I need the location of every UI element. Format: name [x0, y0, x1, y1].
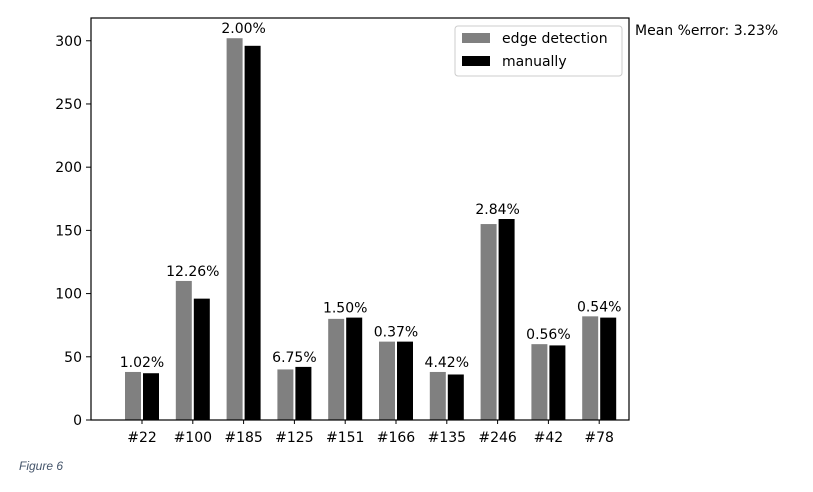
bar-edge-detection-7 [480, 224, 497, 420]
bar-manually-7 [498, 219, 515, 420]
bar-manually-9 [600, 317, 617, 420]
bar-edge-detection-8 [531, 344, 548, 420]
x-tick-label-1: #100 [174, 430, 212, 446]
y-tick-label-3: 150 [55, 223, 82, 239]
legend-swatch-manually [462, 56, 490, 66]
bar-edge-detection-4 [328, 318, 345, 420]
bar-label-8: 0.56% [526, 327, 570, 343]
y-tick-label-2: 100 [55, 287, 82, 303]
bar-label-6: 4.42% [425, 355, 469, 371]
y-tick-label-4: 200 [55, 160, 82, 176]
bar-edge-detection-3 [277, 369, 294, 420]
x-tick-label-3: #125 [275, 430, 313, 446]
x-tick-label-0: #22 [127, 430, 157, 446]
x-tick-label-6: #135 [428, 430, 466, 446]
legend-label-manually: manually [502, 54, 567, 70]
bar-label-3: 6.75% [272, 350, 316, 366]
bar-manually-4 [346, 317, 363, 420]
bar-label-7: 2.84% [475, 202, 519, 218]
bar-edge-detection-0 [125, 371, 141, 420]
bar-label-9: 0.54% [577, 299, 621, 315]
x-tick-label-7: #246 [478, 430, 517, 446]
bar-label-1: 12.26% [166, 264, 219, 280]
legend-box [454, 25, 623, 77]
bar-manually-5 [397, 341, 413, 420]
bar-manually-6 [447, 374, 464, 420]
bar-edge-detection-9 [582, 316, 599, 420]
bar-manually-3 [295, 366, 312, 420]
bar-label-2: 2.00% [221, 21, 265, 37]
bar-edge-detection-5 [379, 341, 395, 420]
x-tick-label-8: #42 [534, 430, 564, 446]
bar-label-0: 1.02% [120, 355, 164, 371]
y-tick-label-6: 300 [55, 34, 82, 50]
x-tick-label-2: #185 [224, 430, 262, 446]
bar-edge-detection-1 [175, 280, 192, 420]
figure-caption: Figure 6 [19, 459, 64, 473]
bar-label-5: 0.37% [374, 325, 418, 341]
y-tick-label-1: 50 [64, 350, 82, 366]
x-tick-label-5: #166 [377, 430, 416, 446]
legend-label-edge-detection: edge detection [502, 31, 608, 47]
bar-manually-2 [244, 45, 261, 421]
legend-swatch-edge-detection [462, 33, 490, 43]
mean-error-note: Mean %error: 3.23% [635, 23, 779, 39]
plot-frame [90, 17, 630, 421]
bar-manually-0 [143, 373, 159, 420]
bar-manually-1 [193, 298, 210, 420]
bar-edge-detection-2 [226, 38, 243, 421]
x-tick-label-9: #78 [584, 430, 614, 446]
bar-edge-detection-6 [429, 371, 446, 420]
y-tick-label-0: 0 [73, 413, 82, 429]
y-tick-label-5: 250 [55, 97, 82, 113]
bar-label-4: 1.50% [323, 301, 367, 317]
bar-manually-8 [549, 345, 566, 420]
x-tick-label-4: #151 [326, 430, 364, 446]
